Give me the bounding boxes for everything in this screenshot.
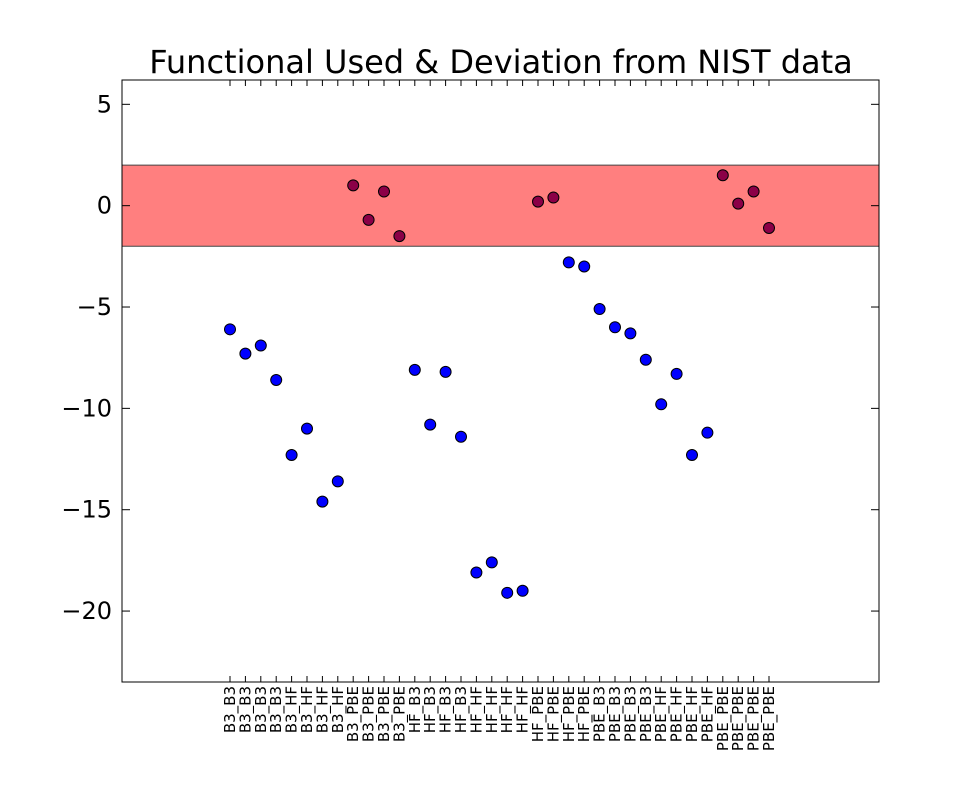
y-tick-label: 0 <box>97 192 112 220</box>
data-point <box>763 221 775 234</box>
data-point <box>470 566 483 579</box>
x-tick-label: HF_B3 <box>421 686 440 733</box>
x-tick-label: B3_B3 <box>252 686 271 733</box>
data-point <box>701 426 714 439</box>
y-tick-label: −10 <box>61 394 112 422</box>
ticks-layer <box>122 80 879 682</box>
data-point <box>285 448 298 461</box>
y-tick-label: −5 <box>77 293 112 321</box>
x-tick-label: HF_B3 <box>437 686 456 733</box>
y-tick-label: −20 <box>61 597 112 625</box>
x-tick-label: HF_PBE <box>529 686 548 742</box>
data-point <box>562 256 575 269</box>
data-point <box>655 398 668 411</box>
x-tick-label: B3_HF <box>283 686 302 733</box>
data-point <box>639 353 652 366</box>
x-tick-label: PBE_HF <box>668 686 687 742</box>
data-point <box>424 418 437 431</box>
x-tick-label: HF_PBE <box>575 686 594 742</box>
x-tick-label: PBE_B3 <box>606 686 625 742</box>
data-point <box>224 323 236 336</box>
tolerance-band <box>122 165 879 247</box>
data-point <box>239 347 252 360</box>
x-tick-label: PBE_HF <box>652 686 671 742</box>
y-tick-label: −15 <box>61 496 112 524</box>
data-point <box>254 339 267 352</box>
data-point <box>532 195 544 208</box>
x-tick-label: PBE_PBE <box>745 686 764 751</box>
x-tick-label: HF_HF <box>498 686 517 733</box>
data-point <box>686 448 698 461</box>
y-tick-label: 5 <box>97 90 112 118</box>
x-tick-label: B3_B3 <box>236 686 255 733</box>
x-tick-label: B3_HF <box>329 686 348 733</box>
data-point <box>455 430 467 443</box>
x-tick-label: B3_B3 <box>221 686 240 733</box>
data-point <box>593 303 606 316</box>
x-tick-label: B3_PBE <box>390 686 409 742</box>
data-point <box>270 373 283 386</box>
x-tick-label: HF_B3 <box>406 686 425 733</box>
x-tick-label: HF_HF <box>467 686 486 733</box>
plot-frame <box>121 79 880 683</box>
data-point <box>547 191 560 204</box>
x-tick-label: HF_HF <box>514 686 533 733</box>
data-point <box>609 321 621 334</box>
x-tick-label: B3_HF <box>313 686 332 733</box>
x-tick-label: HF_PBE <box>560 686 579 742</box>
data-point <box>301 422 313 435</box>
x-tick-label: B3_PBE <box>360 686 379 742</box>
x-tick-label: B3_HF <box>298 686 317 733</box>
data-point <box>331 475 344 488</box>
data-point <box>485 556 498 569</box>
x-tick-label: B3_PBE <box>375 686 394 742</box>
x-tick-label: PBE_PBE <box>714 686 733 751</box>
x-tick-label: B3_B3 <box>267 686 286 733</box>
data-point <box>439 365 452 378</box>
data-point <box>716 169 729 182</box>
data-point <box>670 367 683 380</box>
x-tick-label: PBE_HF <box>683 686 702 742</box>
x-tick-label: HF_HF <box>483 686 502 733</box>
x-tick-label: PBE_B3 <box>591 686 610 742</box>
tolerance-band-layer <box>122 164 879 247</box>
data-point <box>393 230 406 243</box>
x-tick-label: B3_PBE <box>344 686 363 742</box>
x-tick-label: HF_PBE <box>544 686 563 742</box>
data-point <box>501 586 514 599</box>
chart-title: Functional Used & Deviation from NIST da… <box>149 43 853 81</box>
x-tick-label: PBE_PBE <box>729 686 748 751</box>
data-point <box>624 327 637 340</box>
x-tick-label: PBE_B3 <box>621 686 640 742</box>
data-point <box>516 584 529 597</box>
x-tick-labels: B3_B3B3_B3B3_B3B3_B3B3_HFB3_HFB3_HFB3_HF… <box>221 686 779 751</box>
data-point <box>747 185 760 198</box>
data-point <box>732 197 745 210</box>
data-point <box>347 179 360 192</box>
x-tick-label: HF_B3 <box>452 686 471 733</box>
y-tick-labels: 5 0 −5 −10 −15 −20 <box>61 90 112 625</box>
data-point <box>362 213 375 226</box>
data-point <box>408 363 421 376</box>
x-tick-label: PBE_PBE <box>760 686 779 751</box>
data-point <box>578 260 591 273</box>
data-points-layer <box>224 169 775 599</box>
data-point <box>316 495 329 508</box>
x-tick-label: PBE_B3 <box>637 686 656 742</box>
x-tick-label: PBE_HF <box>698 686 717 742</box>
data-point <box>378 185 390 198</box>
